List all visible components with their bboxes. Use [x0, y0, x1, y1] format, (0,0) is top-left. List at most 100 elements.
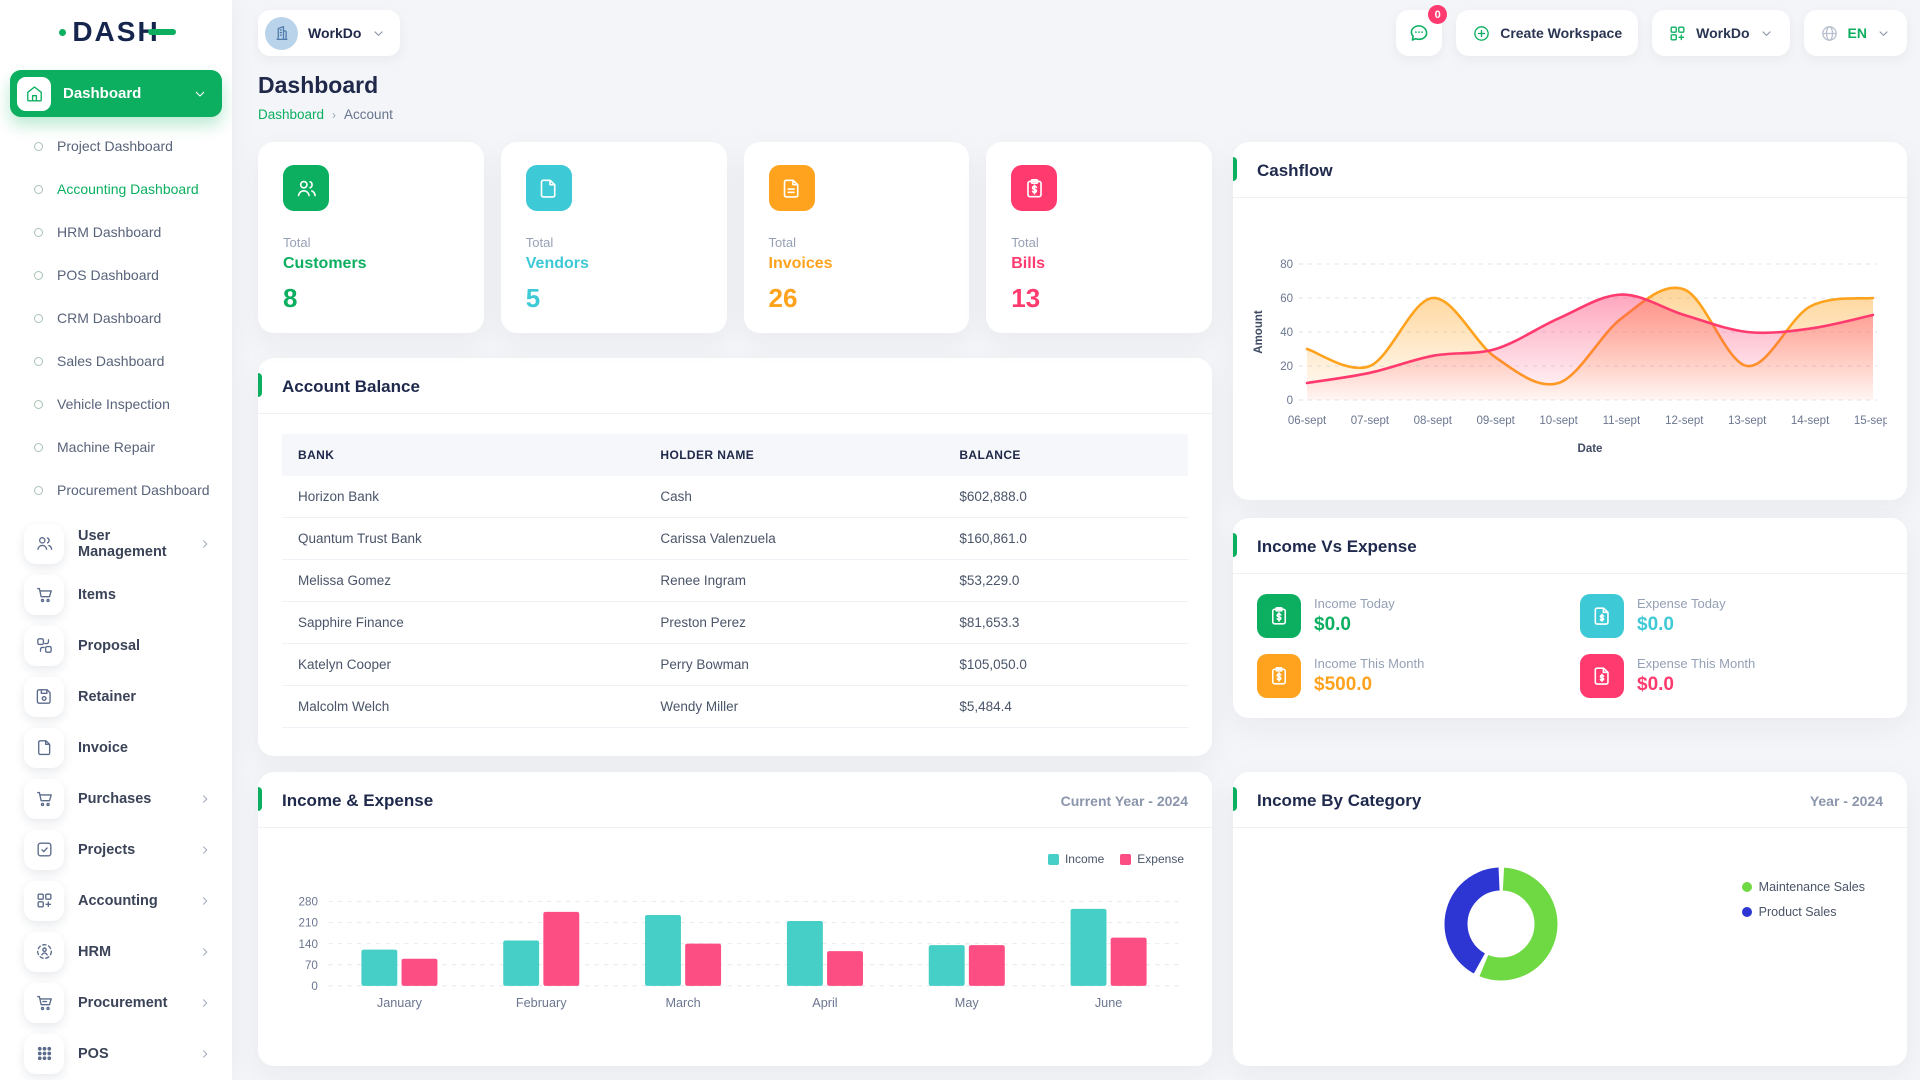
- tile-value: $500.0: [1314, 674, 1373, 695]
- column-header-balance[interactable]: BALANCE: [943, 434, 1188, 476]
- sidebar-item-label: User Management: [78, 527, 167, 560]
- sidebar-subitem-project-dashboard[interactable]: Project Dashboard: [10, 125, 222, 168]
- tile-value: $0.0: [1637, 614, 1674, 635]
- stats-row: Total Customers 8 Total Vendors 5 Total …: [258, 142, 1212, 333]
- sidebar-subitem-procurement-dashboard[interactable]: Procurement Dashboard: [10, 469, 222, 512]
- chat-icon: [1408, 22, 1430, 44]
- cell-bank: Horizon Bank: [282, 476, 645, 518]
- table-row[interactable]: Quantum Trust Bank Carissa Valenzuela $1…: [282, 517, 1188, 560]
- file-icon: [35, 738, 54, 757]
- sidebar-item-label: Procurement: [78, 994, 168, 1011]
- sidebar-item-projects[interactable]: Projects: [10, 824, 222, 875]
- page-title: Dashboard: [258, 72, 379, 98]
- sidebar-subitem-vehicle-inspection[interactable]: Vehicle Inspection: [10, 383, 222, 426]
- breadcrumb-current: Account: [344, 107, 393, 122]
- workspace-switcher[interactable]: WorkDo: [258, 10, 401, 56]
- sidebar-subitem-accounting-dashboard[interactable]: Accounting Dashboard: [10, 168, 222, 211]
- sidebar-subitem-label: HRM Dashboard: [57, 223, 162, 240]
- sidebar-item-pos[interactable]: POS: [10, 1028, 222, 1079]
- chart-period: Year - 2024: [1809, 793, 1883, 809]
- circle-bullet-icon: [34, 314, 43, 323]
- sidebar-item-label: Accounting: [78, 892, 158, 909]
- sidebar-item-retainer[interactable]: Retainer: [10, 671, 222, 722]
- income-vs-expense-card: Income Vs Expense Income Today $0.0: [1233, 518, 1907, 718]
- cell-holder-name: Preston Perez: [644, 601, 944, 644]
- svg-text:70: 70: [305, 959, 318, 972]
- table-row[interactable]: Sapphire Finance Preston Perez $81,653.3: [282, 601, 1188, 644]
- svg-text:May: May: [955, 996, 980, 1010]
- workdo-apps-label: WorkDo: [1696, 25, 1750, 41]
- workspace-name: WorkDo: [308, 25, 362, 41]
- sidebar-item-accounting[interactable]: Accounting: [10, 875, 222, 926]
- check-square-icon: [35, 840, 54, 859]
- svg-text:13-sept: 13-sept: [1728, 415, 1767, 427]
- chevron-down-icon: [1876, 26, 1891, 41]
- cell-balance: $53,229.0: [943, 559, 1188, 602]
- shuffle-icon: [35, 636, 54, 655]
- svg-text:11-sept: 11-sept: [1603, 415, 1641, 427]
- logo-dash-accent: [147, 29, 176, 35]
- messages-button[interactable]: 0: [1396, 5, 1448, 56]
- workdo-apps-button[interactable]: WorkDo: [1652, 10, 1790, 56]
- cell-holder-name: Wendy Miller: [644, 685, 944, 728]
- chevron-right-icon: [198, 792, 212, 806]
- bar-chart-area: Income Expense 0 70 140 210 280 January Februar…: [258, 828, 1212, 1031]
- dashboard-submenu: Project Dashboard Accounting Dashboard H…: [10, 125, 222, 512]
- income-this-month-tile: Income This Month $500.0: [1257, 654, 1560, 698]
- stat-label: Customers: [283, 255, 367, 272]
- tile-label: Expense Today: [1637, 596, 1726, 611]
- topbar: WorkDo 0 Create Workspace WorkDo: [258, 5, 1907, 56]
- donut-chart-area: Maintenance Sales Product Sales: [1233, 828, 1907, 1015]
- breadcrumb-link-dashboard[interactable]: Dashboard: [258, 107, 325, 122]
- cashflow-card: Cashflow 0 20 40 60 80 06-sept 07-sept 08-sept 0…: [1233, 142, 1907, 500]
- app-logo[interactable]: DASH: [0, 0, 232, 64]
- svg-text:Date: Date: [1578, 443, 1603, 455]
- sidebar-subitem-sales-dashboard[interactable]: Sales Dashboard: [10, 340, 222, 383]
- grid-squares-plus-icon: [1668, 24, 1687, 43]
- create-workspace-button[interactable]: Create Workspace: [1456, 10, 1639, 56]
- column-header-bank[interactable]: BANK: [282, 434, 645, 476]
- sidebar-item-purchases[interactable]: Purchases: [10, 773, 222, 824]
- table-row[interactable]: Katelyn Cooper Perry Bowman $105,050.0: [282, 643, 1188, 686]
- expense-today-tile: Expense Today $0.0: [1580, 594, 1883, 638]
- svg-text:June: June: [1095, 996, 1122, 1010]
- sidebar-subitem-label: POS Dashboard: [57, 266, 159, 283]
- sidebar-subitem-crm-dashboard[interactable]: CRM Dashboard: [10, 297, 222, 340]
- sidebar-item-items[interactable]: Items: [10, 569, 222, 620]
- cart-icon: [35, 585, 54, 604]
- sidebar-subitem-hrm-dashboard[interactable]: HRM Dashboard: [10, 211, 222, 254]
- sidebar-item-user-management[interactable]: User Management: [10, 518, 222, 569]
- sidebar-subitem-pos-dashboard[interactable]: POS Dashboard: [10, 254, 222, 297]
- svg-text:14-sept: 14-sept: [1791, 415, 1830, 427]
- building-icon: [273, 24, 291, 42]
- svg-text:20: 20: [1280, 361, 1293, 373]
- sidebar-item-dashboard[interactable]: Dashboard: [10, 70, 222, 117]
- sidebar-item-hrm[interactable]: HRM: [10, 926, 222, 977]
- stat-top-label: Total: [283, 235, 311, 250]
- tile-label: Income This Month: [1314, 656, 1425, 671]
- plus-circle-icon: [1472, 24, 1491, 43]
- sidebar-subitem-label: Accounting Dashboard: [57, 180, 199, 197]
- floppy-icon: [35, 687, 54, 706]
- sidebar-item-invoice[interactable]: Invoice: [10, 722, 222, 773]
- cell-holder-name: Perry Bowman: [644, 643, 944, 686]
- sidebar-item-proposal[interactable]: Proposal: [10, 620, 222, 671]
- account-balance-table: BANK HOLDER NAME BALANCE Horizon Bank Ca…: [282, 434, 1188, 728]
- left-column: Total Customers 8 Total Vendors 5 Total …: [258, 142, 1212, 1066]
- sidebar-item-procurement[interactable]: Procurement: [10, 977, 222, 1028]
- sidebar-subitem-machine-repair[interactable]: Machine Repair: [10, 426, 222, 469]
- language-selector[interactable]: EN: [1803, 10, 1907, 56]
- table-row[interactable]: Melissa Gomez Renee Ingram $53,229.0: [282, 559, 1188, 602]
- file-dollar-icon: [1580, 594, 1624, 638]
- sidebar-subitem-label: Project Dashboard: [57, 137, 173, 154]
- chevron-right-icon: [198, 894, 212, 908]
- income-by-category-card: Income By Category Year - 2024 Maintenan…: [1233, 772, 1907, 1066]
- table-row[interactable]: Malcolm Welch Wendy Miller $5,484.4: [282, 685, 1188, 728]
- legend-swatch: [1120, 853, 1132, 865]
- table-row[interactable]: Horizon Bank Cash $602,888.0: [282, 476, 1188, 518]
- home-icon: [25, 84, 44, 103]
- circle-bullet-icon: [34, 400, 43, 409]
- column-header-holder[interactable]: HOLDER NAME: [644, 434, 944, 476]
- svg-text:15-sept: 15-sept: [1854, 415, 1887, 427]
- stat-value: 5: [525, 283, 541, 313]
